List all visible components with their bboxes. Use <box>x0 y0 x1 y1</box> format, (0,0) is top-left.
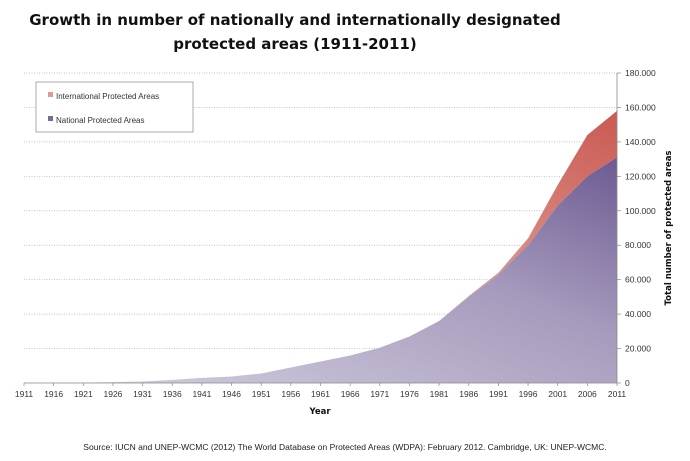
x-tick-label: 1951 <box>252 389 271 399</box>
x-tick-label: 1966 <box>341 389 360 399</box>
chart-title: Growth in number of nationally and inter… <box>0 8 590 56</box>
x-tick-label: 1971 <box>370 389 389 399</box>
y-tick-label: 160.000 <box>625 102 656 112</box>
y-tick-label: 120.000 <box>625 171 656 181</box>
legend-swatch-national <box>48 116 53 121</box>
legend-label-international: International Protected Areas <box>56 92 159 101</box>
chart-title-line-2: protected areas (1911-2011) <box>173 35 417 53</box>
y-tick-label: 100.000 <box>625 206 656 216</box>
x-tick-label: 1931 <box>133 389 152 399</box>
legend-box <box>35 81 194 133</box>
legend-label-national: National Protected Areas <box>56 116 145 125</box>
x-tick-label: 1926 <box>103 389 122 399</box>
x-tick-label: 1941 <box>192 389 211 399</box>
x-tick-label: 1976 <box>400 389 419 399</box>
x-axis-label: Year <box>308 407 331 417</box>
x-tick-label: 1961 <box>311 389 330 399</box>
y-tick-label: 60.000 <box>625 275 651 285</box>
x-tick-label: 1946 <box>222 389 241 399</box>
y-tick-label: 20.000 <box>625 344 651 354</box>
legend-swatch-international <box>48 92 53 97</box>
x-tick-label: 1996 <box>519 389 538 399</box>
y-tick-label: 40.000 <box>625 309 651 319</box>
y-tick-label: 0 <box>625 378 630 388</box>
chart-title-line-1: Growth in number of nationally and inter… <box>29 11 561 29</box>
x-tick-label: 2001 <box>548 389 567 399</box>
y-tick-label: 80.000 <box>625 240 651 250</box>
x-tick-label: 1981 <box>430 389 449 399</box>
x-tick-label: 2006 <box>578 389 597 399</box>
axes: 0 20.000 40.000 60.000 80.000 100.000 120.000 1… <box>15 68 656 399</box>
x-tick-label: 1911 <box>15 389 34 399</box>
y-tick-label: 180.000 <box>625 68 656 78</box>
x-tick-label: 1956 <box>281 389 300 399</box>
x-tick-label: 1936 <box>163 389 182 399</box>
chart: 0 20.000 40.000 60.000 80.000 100.000 120.000 1… <box>15 68 674 417</box>
x-tick-label: 2011 <box>608 389 627 399</box>
x-tick-label: 1986 <box>459 389 478 399</box>
y-tick-label: 140.000 <box>625 137 656 147</box>
source-note: Source: IUCN and UNEP-WCMC (2012) The Wo… <box>83 442 607 452</box>
y-axis-label: Total number of protected areas <box>664 151 674 306</box>
legend: International Protected Areas National P… <box>35 81 194 133</box>
areas <box>24 110 617 383</box>
area-national-protected-areas <box>24 157 617 383</box>
x-tick-label: 1916 <box>44 389 63 399</box>
x-tick-label: 1991 <box>489 389 508 399</box>
x-tick-label: 1921 <box>74 389 93 399</box>
